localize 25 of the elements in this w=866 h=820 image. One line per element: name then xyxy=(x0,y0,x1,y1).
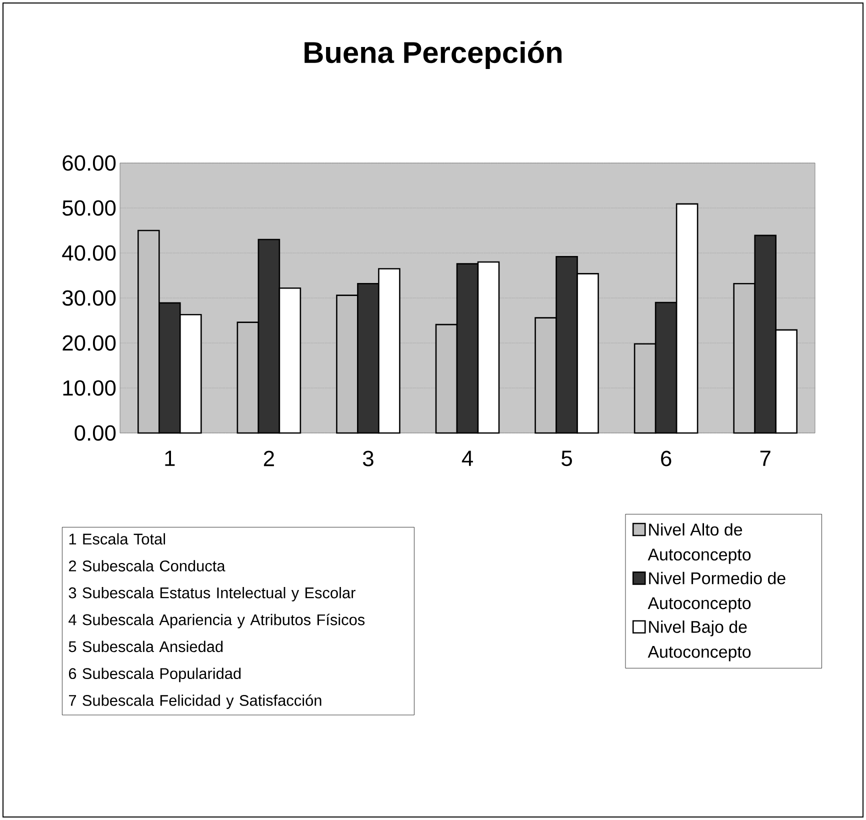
y-tick-label: 20.00 xyxy=(62,335,116,351)
x-tick-label: 7 xyxy=(760,450,770,466)
x-tick-label: 5 xyxy=(562,450,572,466)
x-tick-label: 3 xyxy=(362,450,374,466)
legend-label: Nivel Pormedio de Autoconcepto xyxy=(648,572,786,613)
text: 3 Subescala Estatus Intelectual y Escolar xyxy=(68,586,356,602)
y-tick-label: 60.00 xyxy=(62,155,116,171)
y-tick-label: 40.00 xyxy=(62,245,116,261)
legend-label: Nivel Alto de Autoconcepto xyxy=(648,523,751,564)
x-tick-label: 1 xyxy=(165,450,175,466)
y-tick-label: 10.00 xyxy=(63,380,116,396)
y-tick-label: 0.00 xyxy=(74,425,116,441)
text: 2 Subescala Conducta xyxy=(68,560,226,572)
text: 6 Subescala Popularidad xyxy=(68,668,241,682)
y-tick-label: 30.00 xyxy=(62,290,116,306)
legend-label: Nivel Bajo de Autoconcepto xyxy=(648,620,751,662)
x-tick-label: 6 xyxy=(661,450,672,466)
y-tick-label: 50.00 xyxy=(62,200,116,216)
text: 5 Subescala Ansiedad xyxy=(68,640,223,652)
x-tick-label: 2 xyxy=(264,450,274,466)
text: 7 Subescala Felicidad y Satisfacción xyxy=(68,694,322,709)
chart-title: Buena Percepción xyxy=(304,40,562,70)
x-tick-label: 4 xyxy=(462,450,473,466)
text: 1 Escala Total xyxy=(69,533,166,545)
text: 4 Subescala Apariencia y Atributos Físicos xyxy=(68,614,365,628)
